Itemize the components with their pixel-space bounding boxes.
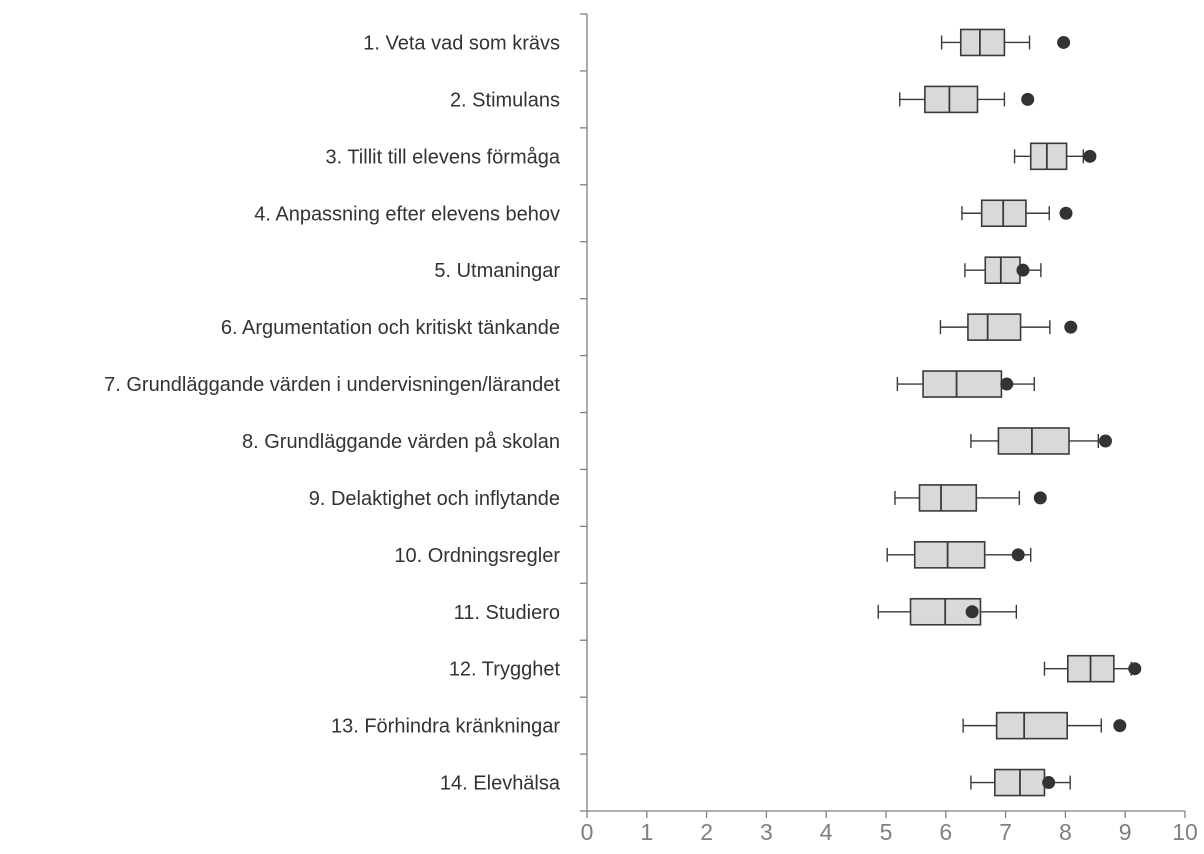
- value-marker: [1057, 35, 1071, 49]
- category-row: 5. Utmaningar: [434, 256, 1042, 284]
- value-marker: [1011, 548, 1025, 562]
- x-tick-label: 10: [1172, 819, 1198, 845]
- value-marker: [1021, 92, 1035, 106]
- category-row: 11. Studiero: [454, 597, 1018, 626]
- x-tick-label: 9: [1119, 819, 1132, 845]
- category-label: 13. Förhindra kränkningar: [331, 716, 560, 738]
- category-label: 6. Argumentation och kritiskt tänkande: [221, 317, 560, 339]
- x-tick-label: 8: [1059, 819, 1072, 845]
- value-marker: [1059, 206, 1073, 220]
- iqr-box: [967, 313, 1022, 341]
- category-row: 7. Grundläggande värden i undervisningen…: [104, 370, 1036, 398]
- iqr-box: [1029, 142, 1068, 171]
- category-label: 14. Elevhälsa: [440, 773, 561, 795]
- x-tick-label: 1: [640, 819, 653, 845]
- category-label: 10. Ordningsregler: [394, 545, 560, 567]
- iqr-box: [922, 370, 1003, 398]
- category-label: 8. Grundläggande värden på skolan: [242, 431, 560, 453]
- value-marker: [1083, 149, 1097, 163]
- category-label: 5. Utmaningar: [434, 260, 560, 282]
- x-tick-label: 4: [820, 819, 833, 845]
- value-marker: [1000, 377, 1014, 391]
- iqr-box: [995, 711, 1068, 740]
- x-tick-label: 2: [700, 819, 713, 845]
- category-row: 1. Veta vad som krävs: [363, 28, 1071, 57]
- category-label: 1. Veta vad som krävs: [363, 32, 560, 54]
- category-row: 6. Argumentation och kritiskt tänkande: [221, 313, 1078, 341]
- x-tick-label: 7: [999, 819, 1012, 845]
- category-row: 8. Grundläggande värden på skolan: [242, 427, 1112, 455]
- category-row: 12. Trygghet: [449, 654, 1142, 683]
- iqr-box: [924, 85, 979, 114]
- value-marker: [1098, 434, 1112, 448]
- value-marker: [1033, 491, 1047, 505]
- category-row: 3. Tillit till elevens förmåga: [325, 142, 1097, 171]
- category-label: 11. Studiero: [454, 602, 560, 624]
- x-axis: 0 1 2 3 4 5 6 7 8 9 10: [581, 810, 1198, 845]
- category-label: 2. Stimulans: [450, 89, 560, 111]
- category-row: 2. Stimulans: [450, 85, 1035, 114]
- x-tick-label: 5: [880, 819, 893, 845]
- iqr-box: [959, 28, 1006, 57]
- category-label: 4. Anpassning efter elevens behov: [254, 203, 560, 225]
- value-marker: [1113, 719, 1127, 733]
- category-rows: 1. Veta vad som krävs 2. Stimulans 3. Till…: [104, 28, 1142, 797]
- x-tick-label: 0: [581, 819, 594, 845]
- value-marker: [1064, 320, 1078, 334]
- x-tick-label: 6: [939, 819, 952, 845]
- category-row: 9. Delaktighet och inflytande: [309, 484, 1047, 512]
- value-marker: [1042, 776, 1056, 790]
- category-row: 13. Förhindra kränkningar: [331, 711, 1127, 740]
- category-row: 10. Ordningsregler: [394, 541, 1032, 569]
- iqr-box: [913, 541, 986, 569]
- value-marker: [1016, 263, 1030, 277]
- category-label: 9. Delaktighet och inflytande: [309, 488, 560, 510]
- iqr-box: [918, 484, 978, 512]
- iqr-box: [984, 256, 1021, 284]
- x-tick-label: 3: [760, 819, 773, 845]
- category-label: 12. Trygghet: [449, 659, 561, 681]
- y-axis: [580, 13, 588, 812]
- category-row: 4. Anpassning efter elevens behov: [254, 199, 1073, 228]
- value-marker: [1128, 662, 1142, 676]
- value-marker: [965, 605, 979, 619]
- category-label: 7. Grundläggande värden i undervisningen…: [104, 374, 560, 396]
- category-label: 3. Tillit till elevens förmåga: [325, 146, 560, 168]
- iqr-box: [997, 427, 1070, 455]
- category-row: 14. Elevhälsa: [440, 768, 1071, 797]
